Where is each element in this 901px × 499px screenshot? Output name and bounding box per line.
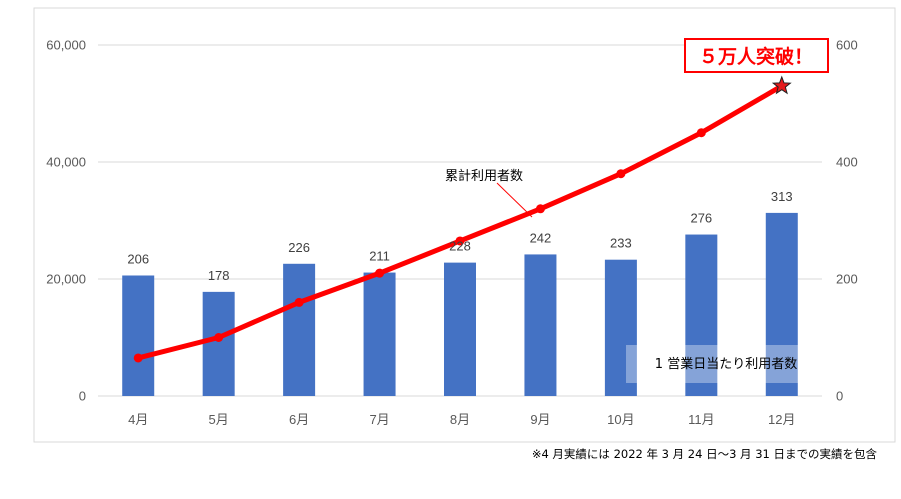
y-left-tick-label: 0 <box>79 389 86 404</box>
line-point <box>616 169 626 179</box>
bar <box>363 272 396 396</box>
line-point <box>375 268 385 278</box>
line-point <box>535 204 545 214</box>
x-tick-label: 6月 <box>289 412 309 427</box>
line-point <box>214 333 224 342</box>
line-point <box>133 353 143 363</box>
bar-data-label: 276 <box>690 211 712 226</box>
bar <box>444 262 476 396</box>
bar <box>685 234 718 396</box>
bar-data-label: 233 <box>610 236 632 251</box>
callout-box <box>684 38 829 73</box>
x-tick-label: 9月 <box>530 412 550 427</box>
star-icon <box>771 75 792 95</box>
bar-series <box>122 212 798 396</box>
y-left-tick-label: 20,000 <box>46 272 86 287</box>
line-point <box>294 297 304 307</box>
bar-data-label: 206 <box>127 251 149 266</box>
callout-text: ５万人突破！ <box>699 45 813 68</box>
line-point <box>696 128 706 138</box>
footnote: ※4 月実績には 2022 年 3 月 24 日〜3 月 31 日までの実績を包… <box>532 447 878 461</box>
bar-data-label: 226 <box>288 240 310 255</box>
axes: 0 0 20,000 200 40,000 400 60,000 600 4月 5月 6月 7月 8月 9… <box>46 38 857 428</box>
x-tick-label: 7月 <box>369 412 389 427</box>
line-point <box>455 236 465 246</box>
x-tick-label: 11月 <box>688 412 715 427</box>
y-right-tick-label: 600 <box>836 38 858 53</box>
line-series <box>133 75 792 363</box>
data-labels: 206 178 226 211 228 242 233 276 313 <box>127 189 792 283</box>
y-left-tick-label: 40,000 <box>46 155 86 170</box>
bar-data-label: 228 <box>449 239 471 254</box>
bar-data-label: 178 <box>208 268 230 283</box>
line-series-label: 累計利用者数 <box>445 168 523 184</box>
line-label-leader <box>496 182 533 218</box>
y-right-tick-label: 0 <box>836 389 843 404</box>
bar-label-backdrop <box>626 345 798 383</box>
bar <box>604 259 637 396</box>
x-tick-label: 10月 <box>607 412 634 427</box>
x-tick-label: 4月 <box>128 412 148 427</box>
bar <box>122 275 155 396</box>
bar <box>283 263 316 396</box>
bar <box>765 212 798 396</box>
y-left-tick-label: 60,000 <box>46 38 86 53</box>
x-tick-label: 5月 <box>209 412 229 427</box>
y-right-tick-label: 400 <box>836 155 858 170</box>
bar-data-label: 313 <box>771 189 793 204</box>
bar-data-label: 211 <box>369 249 390 264</box>
bar <box>524 254 557 396</box>
y-right-tick-label: 200 <box>836 272 858 287</box>
bar-series-label: 1 営業日当たり利用者数 <box>655 356 797 372</box>
bar-data-label: 242 <box>530 230 552 245</box>
bar <box>202 291 235 396</box>
x-tick-label: 12月 <box>768 412 795 427</box>
x-tick-label: 8月 <box>450 412 470 427</box>
